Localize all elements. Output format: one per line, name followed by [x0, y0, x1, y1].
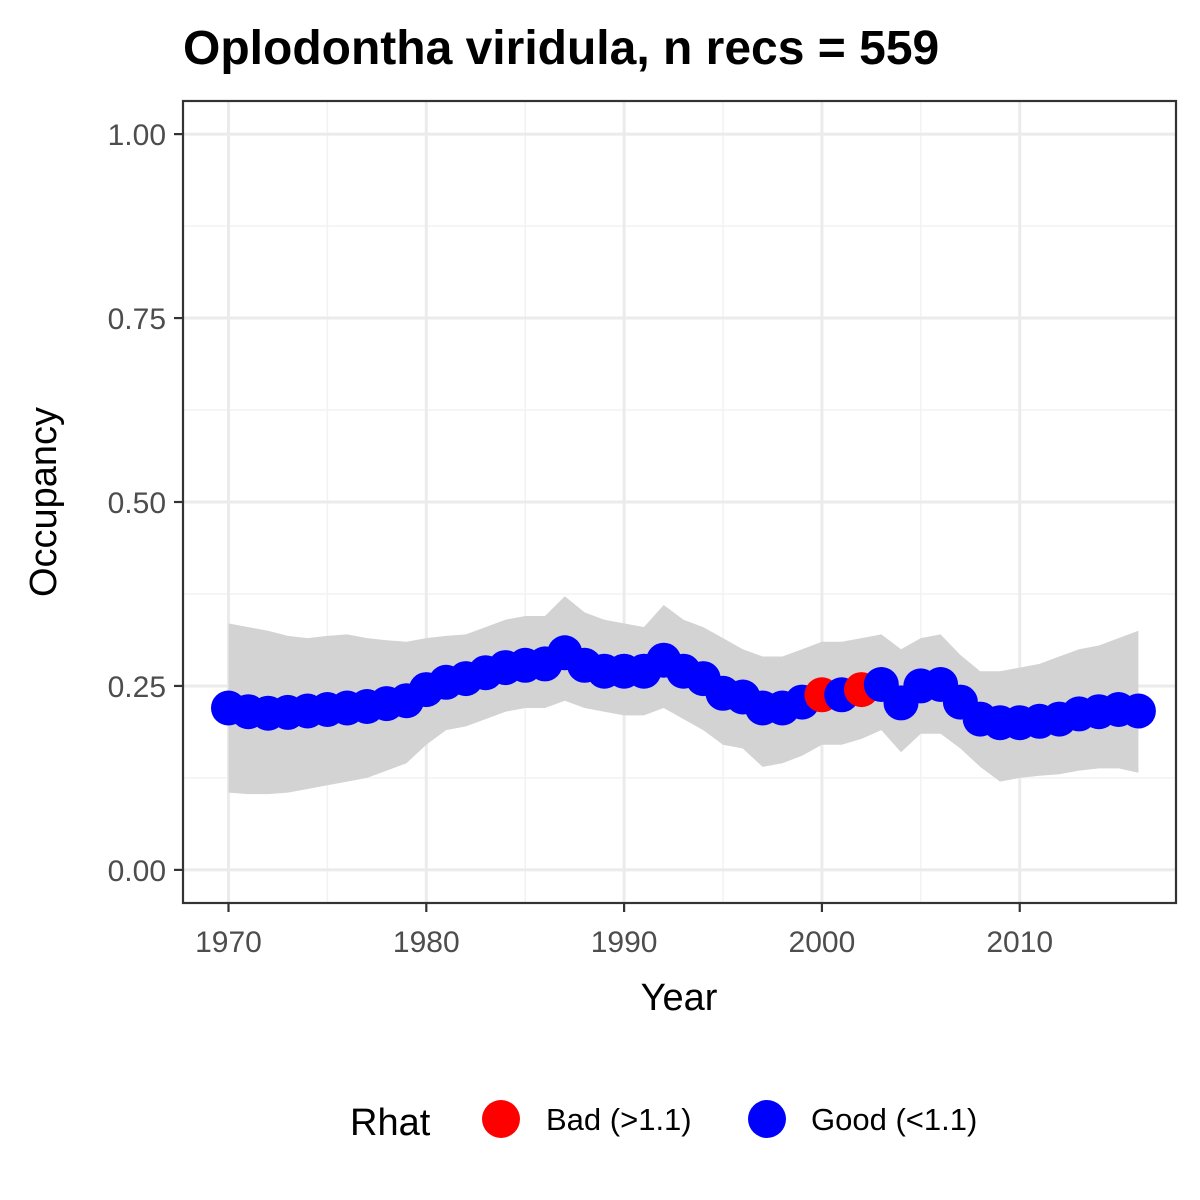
y-tick-label: 1.00 — [108, 119, 166, 152]
credible-interval-ribbon-layer — [228, 596, 1139, 795]
y-tick-label: 0.50 — [108, 487, 166, 520]
legend-key-bad — [482, 1100, 520, 1138]
y-tick-label: 0.00 — [108, 855, 166, 888]
legend-key-good — [748, 1100, 786, 1138]
credible-interval-ribbon — [228, 596, 1139, 795]
x-tick-label: 1990 — [591, 926, 658, 959]
y-tick-label: 0.75 — [108, 303, 166, 336]
x-tick-label: 2000 — [789, 926, 856, 959]
x-tick-label: 1980 — [393, 926, 460, 959]
data-point-good — [1120, 693, 1156, 729]
legend: Rhat Bad (>1.1) Good (<1.1) — [350, 1100, 977, 1144]
legend-title: Rhat — [350, 1102, 431, 1144]
legend-label-good: Good (<1.1) — [811, 1102, 977, 1137]
x-tick-label: 2010 — [986, 926, 1053, 959]
y-tick-label: 0.25 — [108, 671, 166, 704]
legend-label-bad: Bad (>1.1) — [546, 1102, 692, 1137]
chart-title: Oplodontha viridula, n recs = 559 — [183, 22, 939, 75]
x-axis: 1970 1980 1990 2000 2010 — [195, 903, 1053, 959]
occupancy-points-layer — [211, 635, 1156, 741]
x-axis-title: Year — [641, 977, 718, 1019]
y-axis: 0.00 0.25 0.50 0.75 1.00 — [108, 119, 183, 888]
y-axis-title: Occupancy — [23, 407, 65, 597]
x-tick-label: 1970 — [195, 926, 262, 959]
